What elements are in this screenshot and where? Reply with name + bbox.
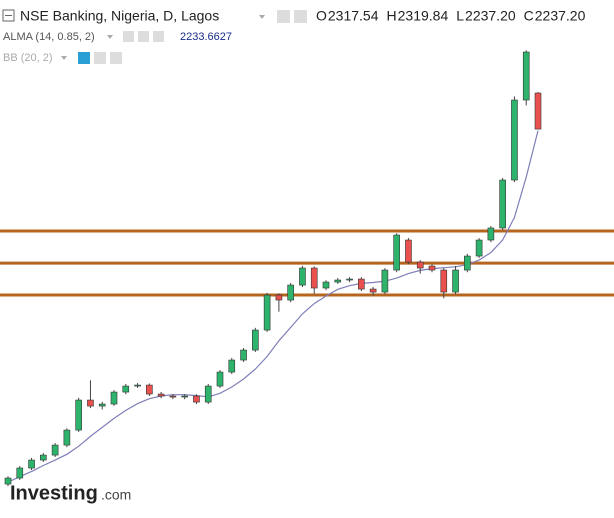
candle-body <box>428 265 436 271</box>
candle-body <box>405 239 412 263</box>
candle-body <box>122 385 130 393</box>
candle-body <box>287 284 294 301</box>
candle-body <box>87 399 94 407</box>
settings-icon[interactable] <box>294 10 307 23</box>
close-icon[interactable] <box>110 52 122 64</box>
candle-body <box>369 288 377 293</box>
candle-body <box>216 371 224 387</box>
close-icon[interactable] <box>153 31 164 42</box>
candle-body <box>4 477 12 485</box>
candle-body <box>299 267 306 286</box>
candle-body <box>16 467 24 479</box>
candle-body <box>263 294 271 331</box>
eye-icon[interactable] <box>277 10 290 23</box>
candle-body <box>534 92 542 130</box>
eye-icon[interactable] <box>123 31 134 42</box>
candle-body <box>63 429 71 446</box>
candle-body <box>146 384 153 395</box>
candle-body <box>440 269 448 293</box>
indicator-value: 2233.6627 <box>180 31 232 43</box>
watermark-suffix: .com <box>101 487 131 503</box>
alma-line <box>7 130 539 483</box>
indicator-name: BB (20, 2) <box>3 52 53 64</box>
candle-body <box>322 281 330 289</box>
candle-body <box>475 239 483 257</box>
candle-body <box>487 227 495 241</box>
candle-body <box>511 99 518 181</box>
ohlc-key: O <box>316 8 327 24</box>
ohlc-value: 2237.20 <box>535 8 586 24</box>
settings-icon[interactable] <box>138 31 149 42</box>
candle-body <box>28 459 35 469</box>
candle-body <box>110 391 118 405</box>
plot-area <box>0 50 614 487</box>
candle-body <box>169 395 177 398</box>
candle-body <box>499 179 506 229</box>
candle-body <box>275 294 283 301</box>
chart-title: NSE Banking, Nigeria, D, Lagos <box>20 8 219 24</box>
eye-icon[interactable] <box>78 52 90 64</box>
candle-body <box>310 267 318 289</box>
dropdown-arrow[interactable] <box>107 35 113 39</box>
candle-body <box>181 395 188 398</box>
candle-body <box>452 269 459 293</box>
ohlc-header: O 2317.54 H 2319.84 L 2237.20 C 2237.20 <box>316 8 586 24</box>
indicator-name: ALMA (14, 0.85, 2) <box>3 31 95 43</box>
settings-icon[interactable] <box>94 52 106 64</box>
candle-body <box>381 269 389 293</box>
ohlc-key: H <box>387 8 397 24</box>
candle-body <box>464 255 471 271</box>
candle-body <box>75 399 82 431</box>
candle-body <box>358 278 365 290</box>
candle-body <box>193 395 200 403</box>
dropdown-arrow[interactable] <box>259 15 265 19</box>
candle-body <box>393 234 400 271</box>
candle-body <box>522 51 530 101</box>
candle-body <box>240 349 247 361</box>
candle-body <box>228 359 236 373</box>
dropdown-arrow[interactable] <box>61 56 67 60</box>
ohlc-value: 2237.20 <box>465 8 516 24</box>
candle-body <box>134 384 141 387</box>
ohlc-value: 2319.84 <box>398 8 449 24</box>
candle-body <box>252 329 259 351</box>
candle-body <box>346 278 353 281</box>
candle-body <box>51 444 59 456</box>
candle-body <box>416 261 424 269</box>
candle-body <box>204 385 212 403</box>
candle-body <box>157 393 165 397</box>
candle-body <box>40 454 47 461</box>
candle-body <box>334 279 342 283</box>
ohlc-key: C <box>524 8 534 24</box>
candle-body <box>98 403 106 407</box>
watermark: Investing <box>10 482 98 504</box>
ohlc-value: 2317.54 <box>328 8 379 24</box>
collapse-icon[interactable] <box>2 9 15 22</box>
ohlc-key: L <box>456 8 464 24</box>
